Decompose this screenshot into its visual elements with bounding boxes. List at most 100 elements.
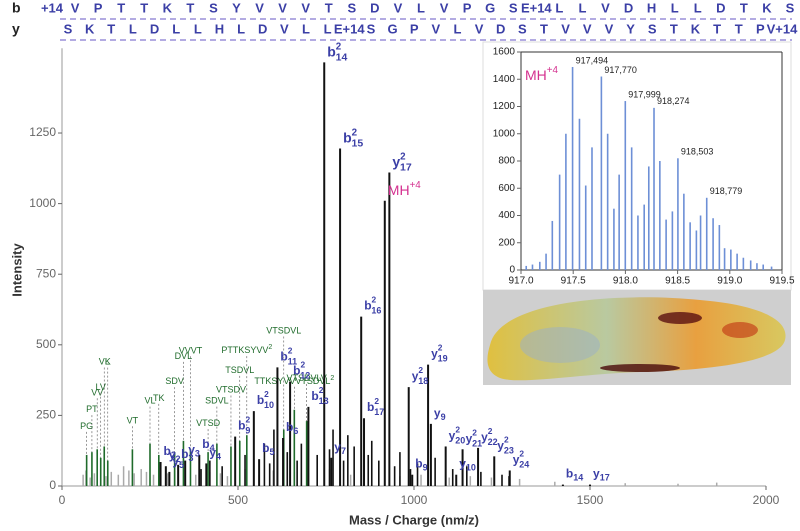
y-tick-label: 750 (36, 266, 56, 280)
bar (545, 253, 547, 270)
internal-label: VVVT (179, 346, 203, 356)
residue: V (255, 0, 264, 15)
ion-index: 3 (189, 453, 194, 463)
peak-annotation: 917,770 (604, 65, 637, 75)
peak-label: b2 10 (257, 389, 274, 410)
ion-name: b (164, 444, 171, 458)
residue: V (301, 0, 310, 15)
residue: V (440, 0, 449, 15)
x-tick-label: 917.0 (508, 276, 533, 287)
residue: T (117, 0, 125, 15)
residue: P (756, 21, 765, 36)
bar (531, 264, 534, 270)
bar (643, 204, 645, 270)
residue: L (324, 21, 332, 36)
bar (571, 66, 574, 270)
residue: T (713, 21, 721, 36)
bar (624, 101, 627, 270)
residue: T (740, 0, 748, 15)
ion-name: y (334, 440, 341, 454)
residue: Y (626, 21, 635, 36)
bar (525, 265, 528, 270)
ion-index: 4 (210, 443, 215, 453)
y-tick-label: 1200 (493, 101, 516, 112)
ion-index: 6 (293, 426, 298, 436)
stain-spot (658, 312, 702, 324)
x-tick-label: 918.5 (665, 276, 690, 287)
residue: E+14 (521, 0, 552, 15)
x-tick-label: 500 (228, 493, 248, 507)
bar (647, 166, 650, 270)
bar (749, 260, 752, 270)
bar (578, 118, 581, 270)
fragment-charge: 2 (330, 375, 334, 382)
ion-name: y (593, 467, 600, 481)
residue: P (94, 0, 103, 15)
ion-index: 9 (423, 463, 428, 473)
residue: V (394, 0, 403, 15)
residue: V (561, 21, 570, 36)
bar (671, 211, 674, 270)
peak-label: b5 (262, 441, 274, 457)
fragment: VV (91, 388, 103, 398)
internal-label: VV (91, 388, 103, 398)
ion-name: y (513, 453, 520, 467)
peak-annotation: 918,779 (710, 186, 743, 196)
y-tick-label: 200 (498, 237, 515, 248)
peak-label: b2 14 (327, 41, 347, 63)
fragment: VTSDVLV (286, 373, 326, 383)
fragment: TSDVL (225, 365, 254, 375)
ion-charge: 2 (264, 389, 269, 399)
ion-name: y (209, 446, 216, 460)
residue: D (716, 0, 725, 15)
ion-name: MH (525, 67, 547, 83)
residue: V (601, 0, 610, 15)
bar (584, 185, 587, 270)
ion-name: y (459, 457, 466, 471)
ion-index: 17 (600, 473, 610, 483)
ion-index: 2 (176, 455, 181, 465)
ion-index: 23 (504, 446, 514, 456)
residue: L (194, 21, 202, 36)
ion-charge: 2 (455, 425, 460, 435)
fragment: TTKSYVVVTSDVL (254, 376, 330, 386)
ion-index: 18 (418, 377, 428, 387)
bar (565, 133, 567, 270)
residue: V (605, 21, 614, 36)
peak-label: y2 17 (392, 151, 411, 173)
residue: P (463, 0, 472, 15)
x-tick-label: 2000 (753, 493, 780, 507)
ion-index: 19 (438, 354, 448, 364)
bar (637, 215, 639, 270)
row-label: b (12, 0, 21, 16)
ion-charge: 2 (319, 385, 324, 395)
internal-label: LV (96, 382, 106, 392)
internal-label: VL (144, 396, 155, 406)
ion-name: y (481, 430, 488, 444)
bar (695, 230, 698, 270)
ion-charge: 2 (488, 426, 493, 436)
ion-name: b (364, 299, 371, 313)
y-tick-label: 800 (498, 156, 515, 167)
bar (665, 219, 667, 270)
internal-label: SDV (165, 376, 184, 386)
ion-charge: 2 (352, 127, 358, 138)
residue: D (624, 0, 633, 15)
y-tick-label: 600 (498, 183, 515, 194)
ion-name: b (202, 437, 209, 451)
fragment: TK (153, 393, 165, 403)
internal-label: PT (86, 404, 98, 414)
y-tick-label: 400 (498, 210, 515, 221)
residue: K (85, 21, 95, 36)
residue: S (367, 21, 376, 36)
internal-label: PG (80, 421, 93, 431)
cell-region (520, 327, 600, 363)
residue: S (786, 0, 795, 15)
bar (558, 174, 561, 270)
ion-name: b (286, 420, 293, 434)
peak-label: y5 (172, 454, 184, 470)
ion-name: y (172, 454, 179, 468)
peak-label: y4 (209, 446, 221, 462)
internal-label: VTSD (196, 418, 221, 428)
